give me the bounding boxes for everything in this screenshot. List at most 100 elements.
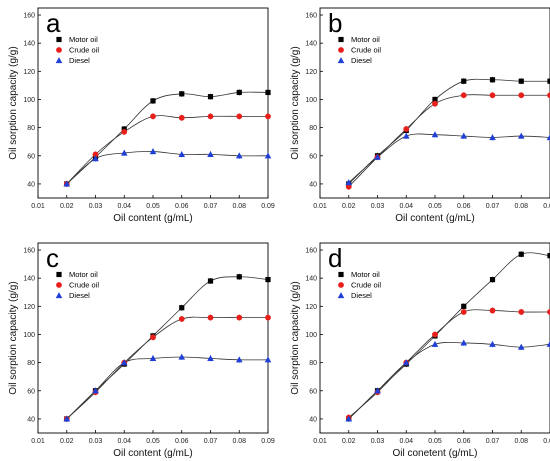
x-tick-label: 0.05 (428, 438, 442, 445)
legend-marker (338, 47, 344, 53)
y-tick-label: 60 (309, 153, 317, 160)
y-tick-label: 80 (309, 360, 317, 367)
series-crude-oil (345, 92, 550, 190)
x-axis-title: Oil content (g/mL) (395, 213, 474, 224)
legend-label: Motor oil (351, 270, 380, 279)
data-point (265, 314, 271, 321)
y-tick-label: 100 (23, 97, 35, 104)
data-point (518, 78, 524, 84)
y-axis-title: Oil sorption capacity (g/g) (8, 281, 19, 394)
data-point (235, 152, 243, 159)
data-point (121, 128, 128, 135)
y-tick-label: 120 (23, 304, 35, 311)
data-point (265, 276, 271, 283)
data-point (236, 89, 242, 96)
legend-label: Motor oil (351, 35, 380, 44)
data-point (92, 151, 99, 158)
data-point (518, 309, 525, 315)
y-tick-label: 100 (305, 97, 317, 104)
y-tick-label: 160 (305, 13, 317, 20)
legend-label: Diesel (351, 56, 372, 65)
data-point (547, 92, 550, 99)
y-tick-label: 140 (23, 276, 35, 283)
fit-line (348, 342, 550, 420)
data-point (402, 359, 410, 366)
data-point (402, 132, 410, 139)
data-point (460, 339, 468, 346)
chart-panel-b: 0.01 0.02 0.03 0.04 0.05 0.06 0.07 0.08 0.09 40 60… (290, 7, 550, 224)
data-point (236, 314, 243, 321)
data-point (460, 92, 467, 99)
panel-label: c (46, 243, 59, 273)
data-point (179, 305, 185, 311)
x-axis-title: Oil conetent (g/mL) (392, 448, 477, 459)
data-point (345, 415, 353, 422)
data-point (432, 96, 438, 103)
data-point (517, 343, 525, 350)
data-point (547, 253, 550, 259)
series-diesel (63, 148, 272, 187)
legend-marker (55, 57, 63, 64)
x-tick-label: 0.02 (342, 203, 356, 210)
data-point (431, 340, 439, 347)
legend-label: Diesel (351, 291, 372, 300)
data-point (63, 180, 71, 187)
x-tick-label: 0.04 (117, 438, 131, 445)
x-tick-label: 0.01 (31, 203, 45, 210)
legend-marker (56, 282, 62, 288)
y-axis-title: Oil sorption capacity (g/g) (8, 46, 19, 159)
series-diesel (345, 131, 550, 186)
x-tick-label: 0.07 (204, 203, 218, 210)
series-crude-oil (63, 113, 271, 187)
data-point (374, 153, 381, 160)
data-point (489, 92, 496, 99)
x-tick-label: 0.08 (232, 438, 246, 445)
y-axis-title: Oil sorption capacity (g/g) (290, 46, 301, 159)
fit-line (348, 133, 550, 183)
y-tick-label: 80 (27, 360, 35, 367)
y-axis-title: Oil sorption capacity (g/g) (290, 281, 301, 394)
data-point (178, 150, 186, 157)
data-point (178, 114, 185, 121)
y-tick-label: 120 (23, 69, 35, 76)
y-tick-label: 40 (27, 416, 35, 423)
x-tick-label: 0.07 (486, 203, 500, 210)
data-point (489, 77, 496, 83)
data-point (345, 179, 353, 186)
data-point (92, 387, 99, 394)
fit-line (66, 316, 268, 420)
x-tick-label: 0.04 (399, 438, 413, 445)
data-point (403, 126, 410, 132)
x-tick-label: 0.05 (146, 438, 160, 445)
x-tick-label: 0.04 (117, 203, 131, 210)
data-point (120, 149, 128, 156)
y-tick-label: 160 (23, 13, 35, 20)
data-point (431, 131, 439, 138)
legend-marker (56, 36, 62, 43)
panel-label: a (46, 8, 61, 38)
legend-marker (337, 57, 345, 64)
data-point (264, 356, 272, 363)
data-point (150, 113, 156, 120)
fit-line (66, 115, 268, 185)
series-diesel (345, 339, 550, 422)
x-tick-label: 0.09 (543, 203, 550, 210)
data-point (178, 316, 185, 322)
data-point (547, 309, 550, 315)
x-tick-label: 0.02 (60, 438, 74, 445)
x-tick-label: 0.06 (457, 438, 471, 445)
x-tick-label: 0.06 (457, 203, 471, 210)
data-point (178, 353, 186, 360)
legend-label: Motor oil (69, 270, 98, 279)
data-point (461, 303, 467, 309)
legend-label: Diesel (69, 291, 90, 300)
data-point (374, 387, 381, 394)
data-point (150, 334, 156, 341)
legend-marker (56, 47, 62, 53)
legend-label: Crude oil (69, 46, 99, 55)
y-tick-label: 160 (23, 248, 35, 255)
legend-marker (338, 271, 344, 278)
